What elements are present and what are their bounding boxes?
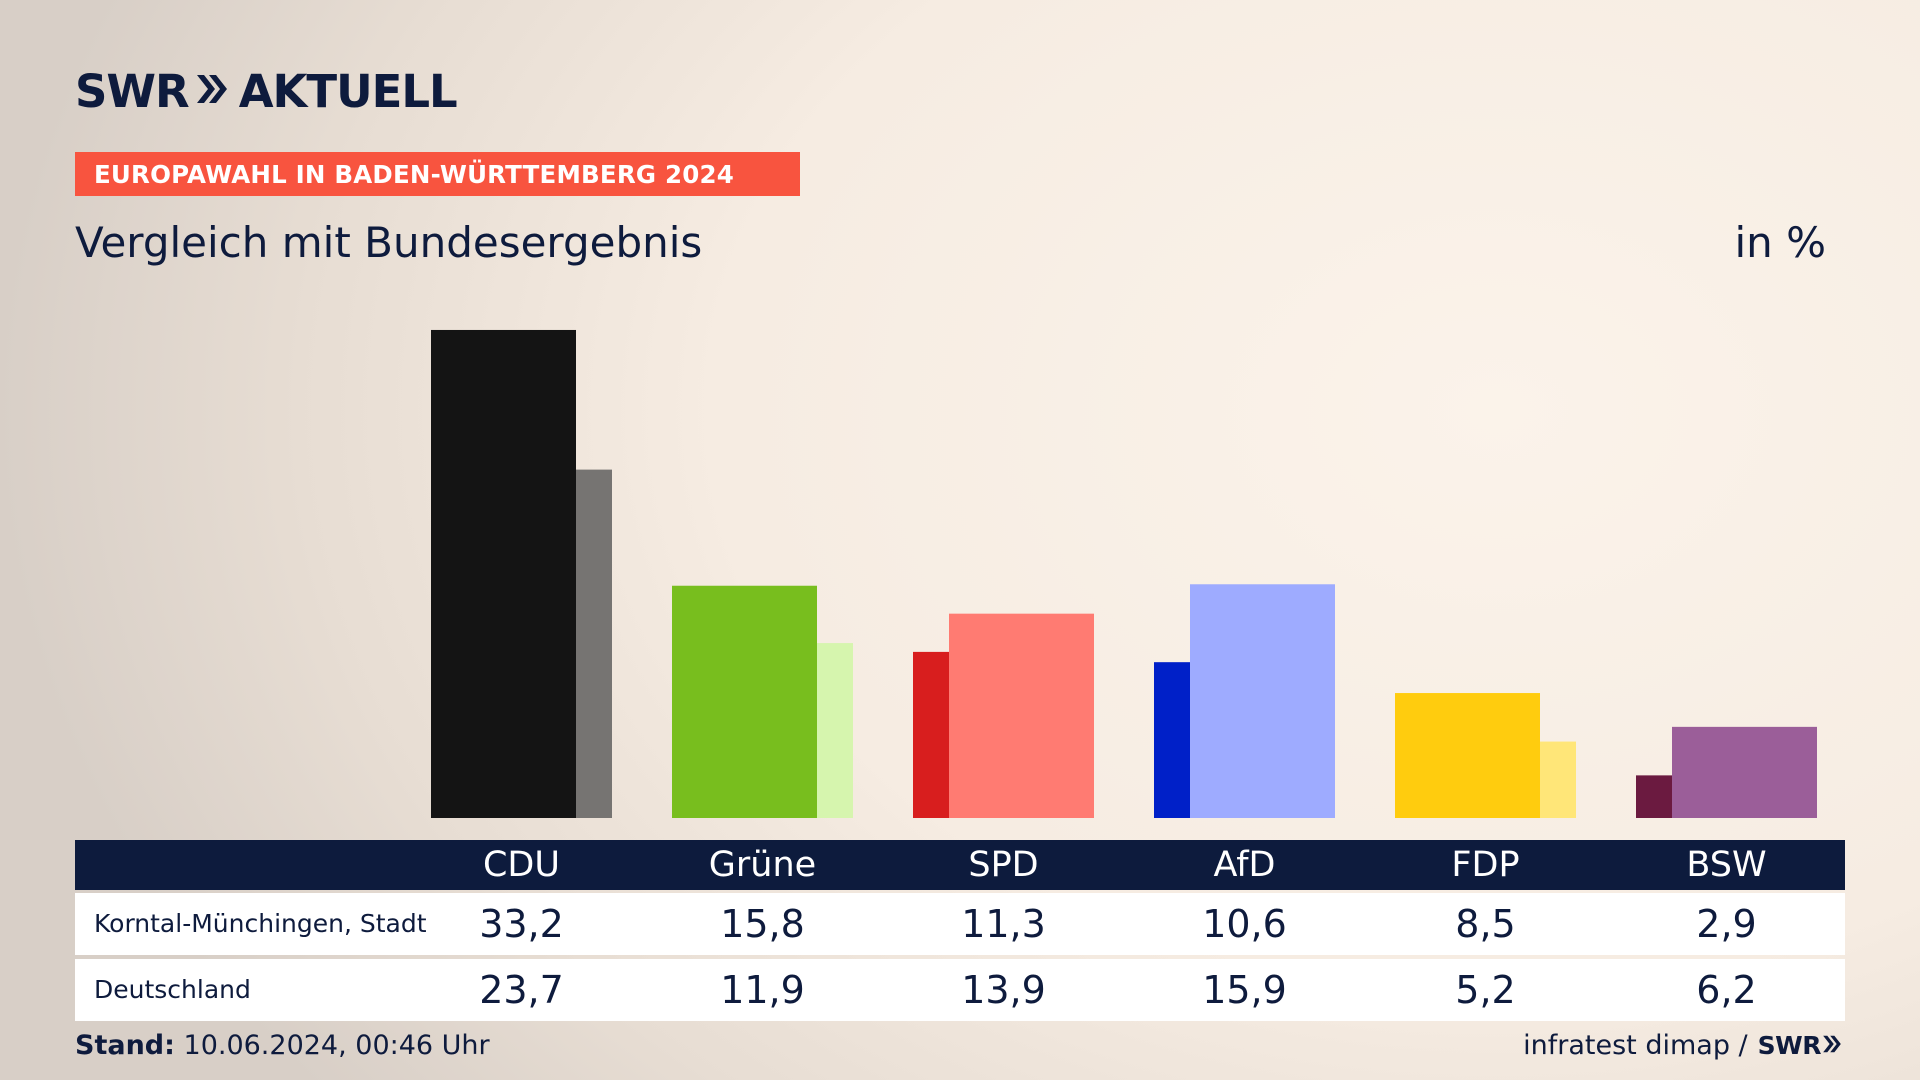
bar-national-fdp [1431,741,1576,818]
swr-small-logo-text: SWR [1757,1031,1822,1060]
value-local-bsw: 2,9 [1696,902,1757,946]
double-chevron-small-icon [1823,1035,1841,1053]
value-national-grne: 11,9 [720,968,805,1012]
party-label-bsw: BSW [1686,845,1767,885]
source-credit: infratest dimap / SWR [1523,1030,1843,1061]
party-header-row: CDU Grüne SPD AfD FDP BSW [75,840,1845,890]
bar-local-grne [672,585,817,818]
bar-local-afd [1154,662,1299,818]
bar-local-spd [913,651,1058,818]
bar-national-grne [708,643,853,818]
row-label-national: Deutschland [94,975,251,1004]
party-label-cdu: CDU [482,845,560,885]
value-national-cdu: 23,7 [479,968,564,1012]
swr-aktuell-logo: SWR AKTUELL [75,64,458,118]
value-national-fdp: 5,2 [1455,968,1516,1012]
party-label-afd: AfD [1213,845,1276,885]
bar-national-bsw [1672,726,1817,818]
table-row-local: Korntal-Münchingen, Stadt 33,2 15,8 11,3 10… [75,893,1845,955]
party-label-grne: Grüne [708,845,817,885]
election-banner: EUROPAWAHL IN BADEN-WÜRTTEMBERG 2024 [75,152,800,196]
bar-local-cdu [431,329,576,818]
bar-national-cdu [467,469,612,818]
party-label-fdp: FDP [1451,845,1520,885]
value-local-fdp: 8,5 [1455,902,1516,946]
results-table: CDU Grüne SPD AfD FDP BSW Korntal-Münchingen,… [75,840,1845,1021]
value-local-afd: 10,6 [1202,902,1287,946]
double-chevron-icon [195,72,229,110]
party-label-spd: SPD [968,845,1039,885]
bar-national-spd [949,613,1094,818]
bar-local-bsw [1636,775,1781,818]
source-text: infratest dimap / [1523,1030,1748,1061]
value-national-spd: 13,9 [961,968,1046,1012]
value-local-cdu: 33,2 [479,902,564,946]
stand-label: Stand: [75,1030,175,1061]
table-row-national: Deutschland 23,7 11,9 13,9 15,9 5,2 6,2 [75,959,1845,1021]
logo-aktuell-text: AKTUELL [238,64,458,118]
bar-local-fdp [1395,693,1540,818]
logo-swr-text: SWR [75,64,190,118]
value-local-spd: 11,3 [961,902,1046,946]
unit-label: in % [1734,218,1826,267]
row-label-local: Korntal-Münchingen, Stadt [94,909,427,938]
swr-small-logo: SWR [1758,1031,1843,1060]
value-local-grne: 15,8 [720,902,805,946]
value-national-bsw: 6,2 [1696,968,1757,1012]
value-national-afd: 15,9 [1202,968,1287,1012]
stand-value: 10.06.2024, 00:46 Uhr [183,1030,490,1061]
timestamp: Stand: 10.06.2024, 00:46 Uhr [75,1030,490,1061]
bar-national-afd [1190,584,1335,818]
banner-text: EUROPAWAHL IN BADEN-WÜRTTEMBERG 2024 [94,159,734,189]
chart-title: Vergleich mit Bundesergebnis [75,218,703,267]
